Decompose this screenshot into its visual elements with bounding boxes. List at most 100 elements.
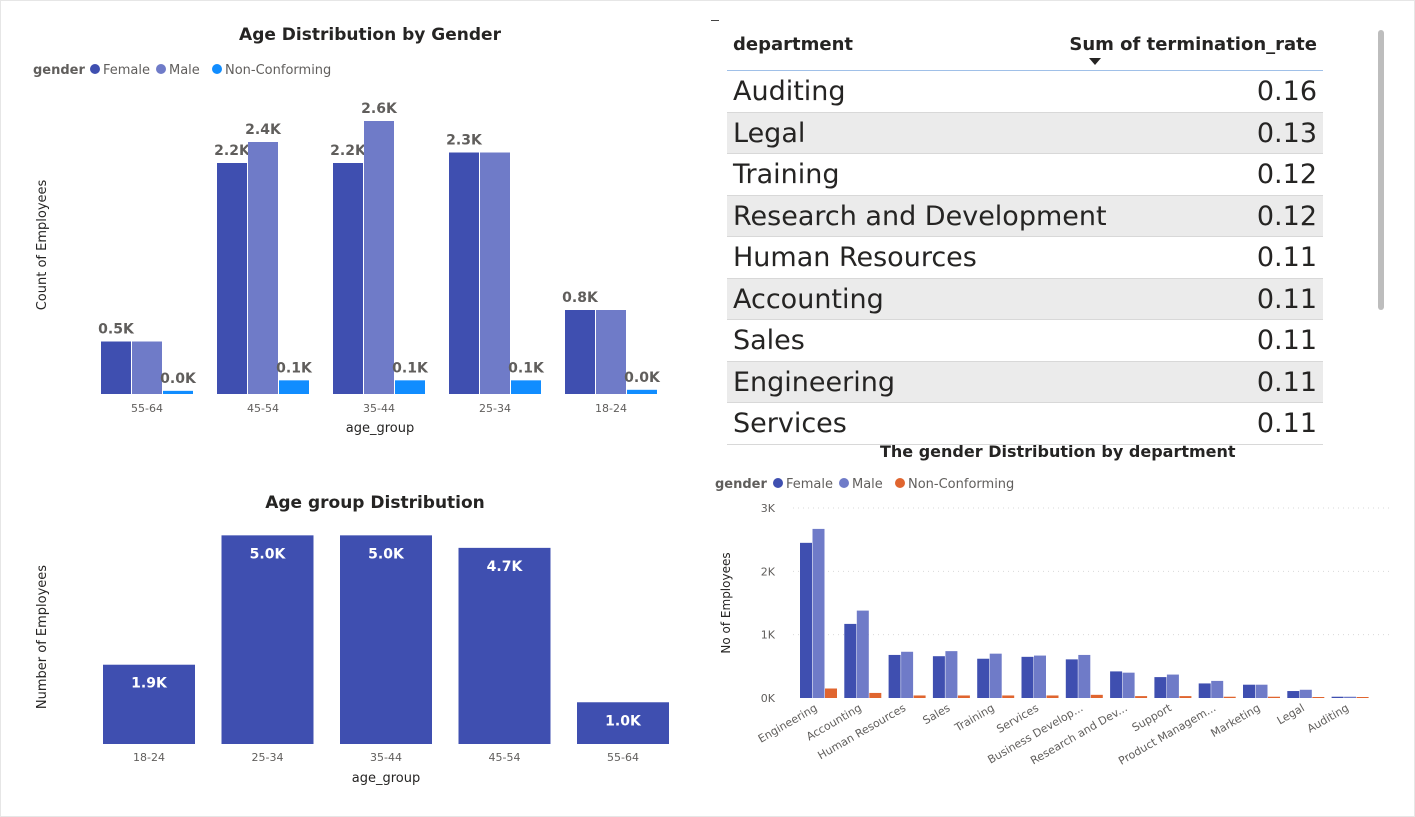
bar (1002, 695, 1015, 698)
x-tick-label: 25-34 (252, 751, 284, 764)
x-tick-label: 45-54 (489, 751, 521, 764)
y-tick-label: 1K (761, 629, 776, 642)
bar (217, 163, 247, 394)
bar (1223, 696, 1236, 698)
table-scrollbar[interactable] (1378, 30, 1384, 310)
bar (888, 654, 901, 698)
data-label: 1.9K (131, 676, 168, 692)
bar (577, 702, 669, 744)
bar (1198, 683, 1211, 698)
department-cell: Auditing (733, 76, 846, 107)
x-tick-label: 18-24 (133, 751, 165, 764)
bar (627, 389, 657, 394)
sort-descending-icon[interactable] (1089, 58, 1101, 65)
bar (957, 695, 970, 698)
bar (1135, 696, 1148, 698)
chart3-title: The gender Distribution by department (880, 442, 1236, 461)
termination-rate-cell: 0.11 (1256, 283, 1317, 315)
data-label: 5.0K (368, 546, 405, 562)
bar (511, 380, 541, 394)
bar (333, 163, 363, 394)
bar (869, 692, 882, 698)
data-label: 0.0K (624, 370, 661, 386)
legend-item: Non-Conforming (908, 477, 1014, 492)
department-cell: Engineering (733, 366, 895, 398)
bar (1179, 696, 1192, 698)
bar (812, 528, 825, 698)
department-cell: Research and Development (733, 200, 1107, 232)
y-axis-label: Count of Employees (35, 179, 50, 310)
column-header-department[interactable]: department (733, 34, 853, 55)
table-row[interactable]: Legal 0.13 (727, 112, 1323, 154)
legend-marker-icon (895, 478, 905, 488)
x-tick-label: 45-54 (247, 402, 279, 415)
table-row[interactable]: Human Resources 0.11 (727, 237, 1323, 279)
legend-item: Male (169, 63, 200, 78)
termination-rate-cell: 0.11 (1256, 408, 1317, 439)
x-tick-label: Training (952, 701, 997, 734)
legend-item: Male (852, 477, 883, 492)
bar (364, 121, 394, 394)
department-cell: Sales (733, 325, 805, 356)
bar (1243, 684, 1255, 698)
data-label: 0.0K (160, 371, 197, 387)
termination-rate-table[interactable]: department Sum of termination_rate Audit… (727, 28, 1323, 445)
bar (1331, 696, 1344, 698)
data-label: 4.7K (487, 559, 524, 575)
bar (103, 664, 195, 744)
x-tick-label: Legal (1275, 701, 1307, 727)
gender-department-chart[interactable]: gender Female Male Non-Conforming No of Empl… (705, 470, 1410, 815)
table-row[interactable]: Accounting 0.11 (727, 278, 1323, 320)
bar (1154, 677, 1167, 698)
bar (1034, 655, 1046, 698)
bar (340, 535, 432, 744)
table-row[interactable]: Auditing 0.16 (727, 71, 1323, 113)
bar (1268, 696, 1280, 698)
table-row[interactable]: Research and Development 0.12 (727, 195, 1323, 237)
bar (844, 623, 857, 698)
bar (989, 653, 1002, 698)
y-axis-label: Number of Employees (35, 565, 50, 709)
age-group-chart[interactable]: Number of Employees age_group 1.9K 18-24 5.0… (0, 487, 690, 817)
data-label: 1.0K (605, 713, 642, 729)
x-tick-label: 55-64 (131, 402, 163, 415)
bar (1344, 696, 1357, 698)
legend-title: gender (715, 477, 768, 492)
termination-rate-cell: 0.12 (1256, 200, 1317, 232)
bar (1090, 694, 1103, 698)
bar (248, 142, 278, 394)
data-label: 2.6K (361, 101, 398, 117)
legend-marker-icon (773, 478, 783, 488)
table-row[interactable]: Sales 0.11 (727, 320, 1323, 362)
data-label: 2.3K (446, 133, 483, 149)
bar (945, 651, 958, 698)
bar (856, 610, 869, 698)
bar (449, 152, 479, 394)
y-axis-label: No of Employees (719, 552, 733, 653)
bar (1065, 659, 1078, 698)
age-gender-chart[interactable]: gender Female Male Non-Conforming Count of E… (0, 0, 690, 440)
table-row[interactable]: Engineering 0.11 (727, 361, 1323, 403)
column-header-termination-rate[interactable]: Sum of termination_rate (1069, 34, 1317, 55)
table-row[interactable]: Training 0.12 (727, 154, 1323, 196)
bar (1122, 672, 1135, 698)
termination-rate-cell: 0.11 (1256, 366, 1317, 398)
legend-title: gender (33, 63, 86, 78)
bar (395, 380, 425, 394)
bar (1255, 684, 1268, 698)
bar (458, 547, 551, 744)
x-tick-label: 55-64 (607, 751, 639, 764)
table-header: department Sum of termination_rate (727, 28, 1323, 71)
x-tick-label: 18-24 (595, 402, 627, 415)
visual-header-mark (711, 20, 719, 21)
bar (1211, 680, 1224, 698)
data-label: 2.2K (214, 143, 251, 159)
bar (1287, 691, 1300, 698)
table-row[interactable]: Services 0.11 (727, 403, 1323, 445)
x-tick-label: 25-34 (479, 402, 511, 415)
data-label: 2.4K (245, 122, 282, 138)
y-tick-label: 2K (761, 565, 776, 578)
legend-item: Female (786, 477, 833, 492)
bar (901, 651, 914, 698)
data-label: 2.2K (330, 143, 367, 159)
